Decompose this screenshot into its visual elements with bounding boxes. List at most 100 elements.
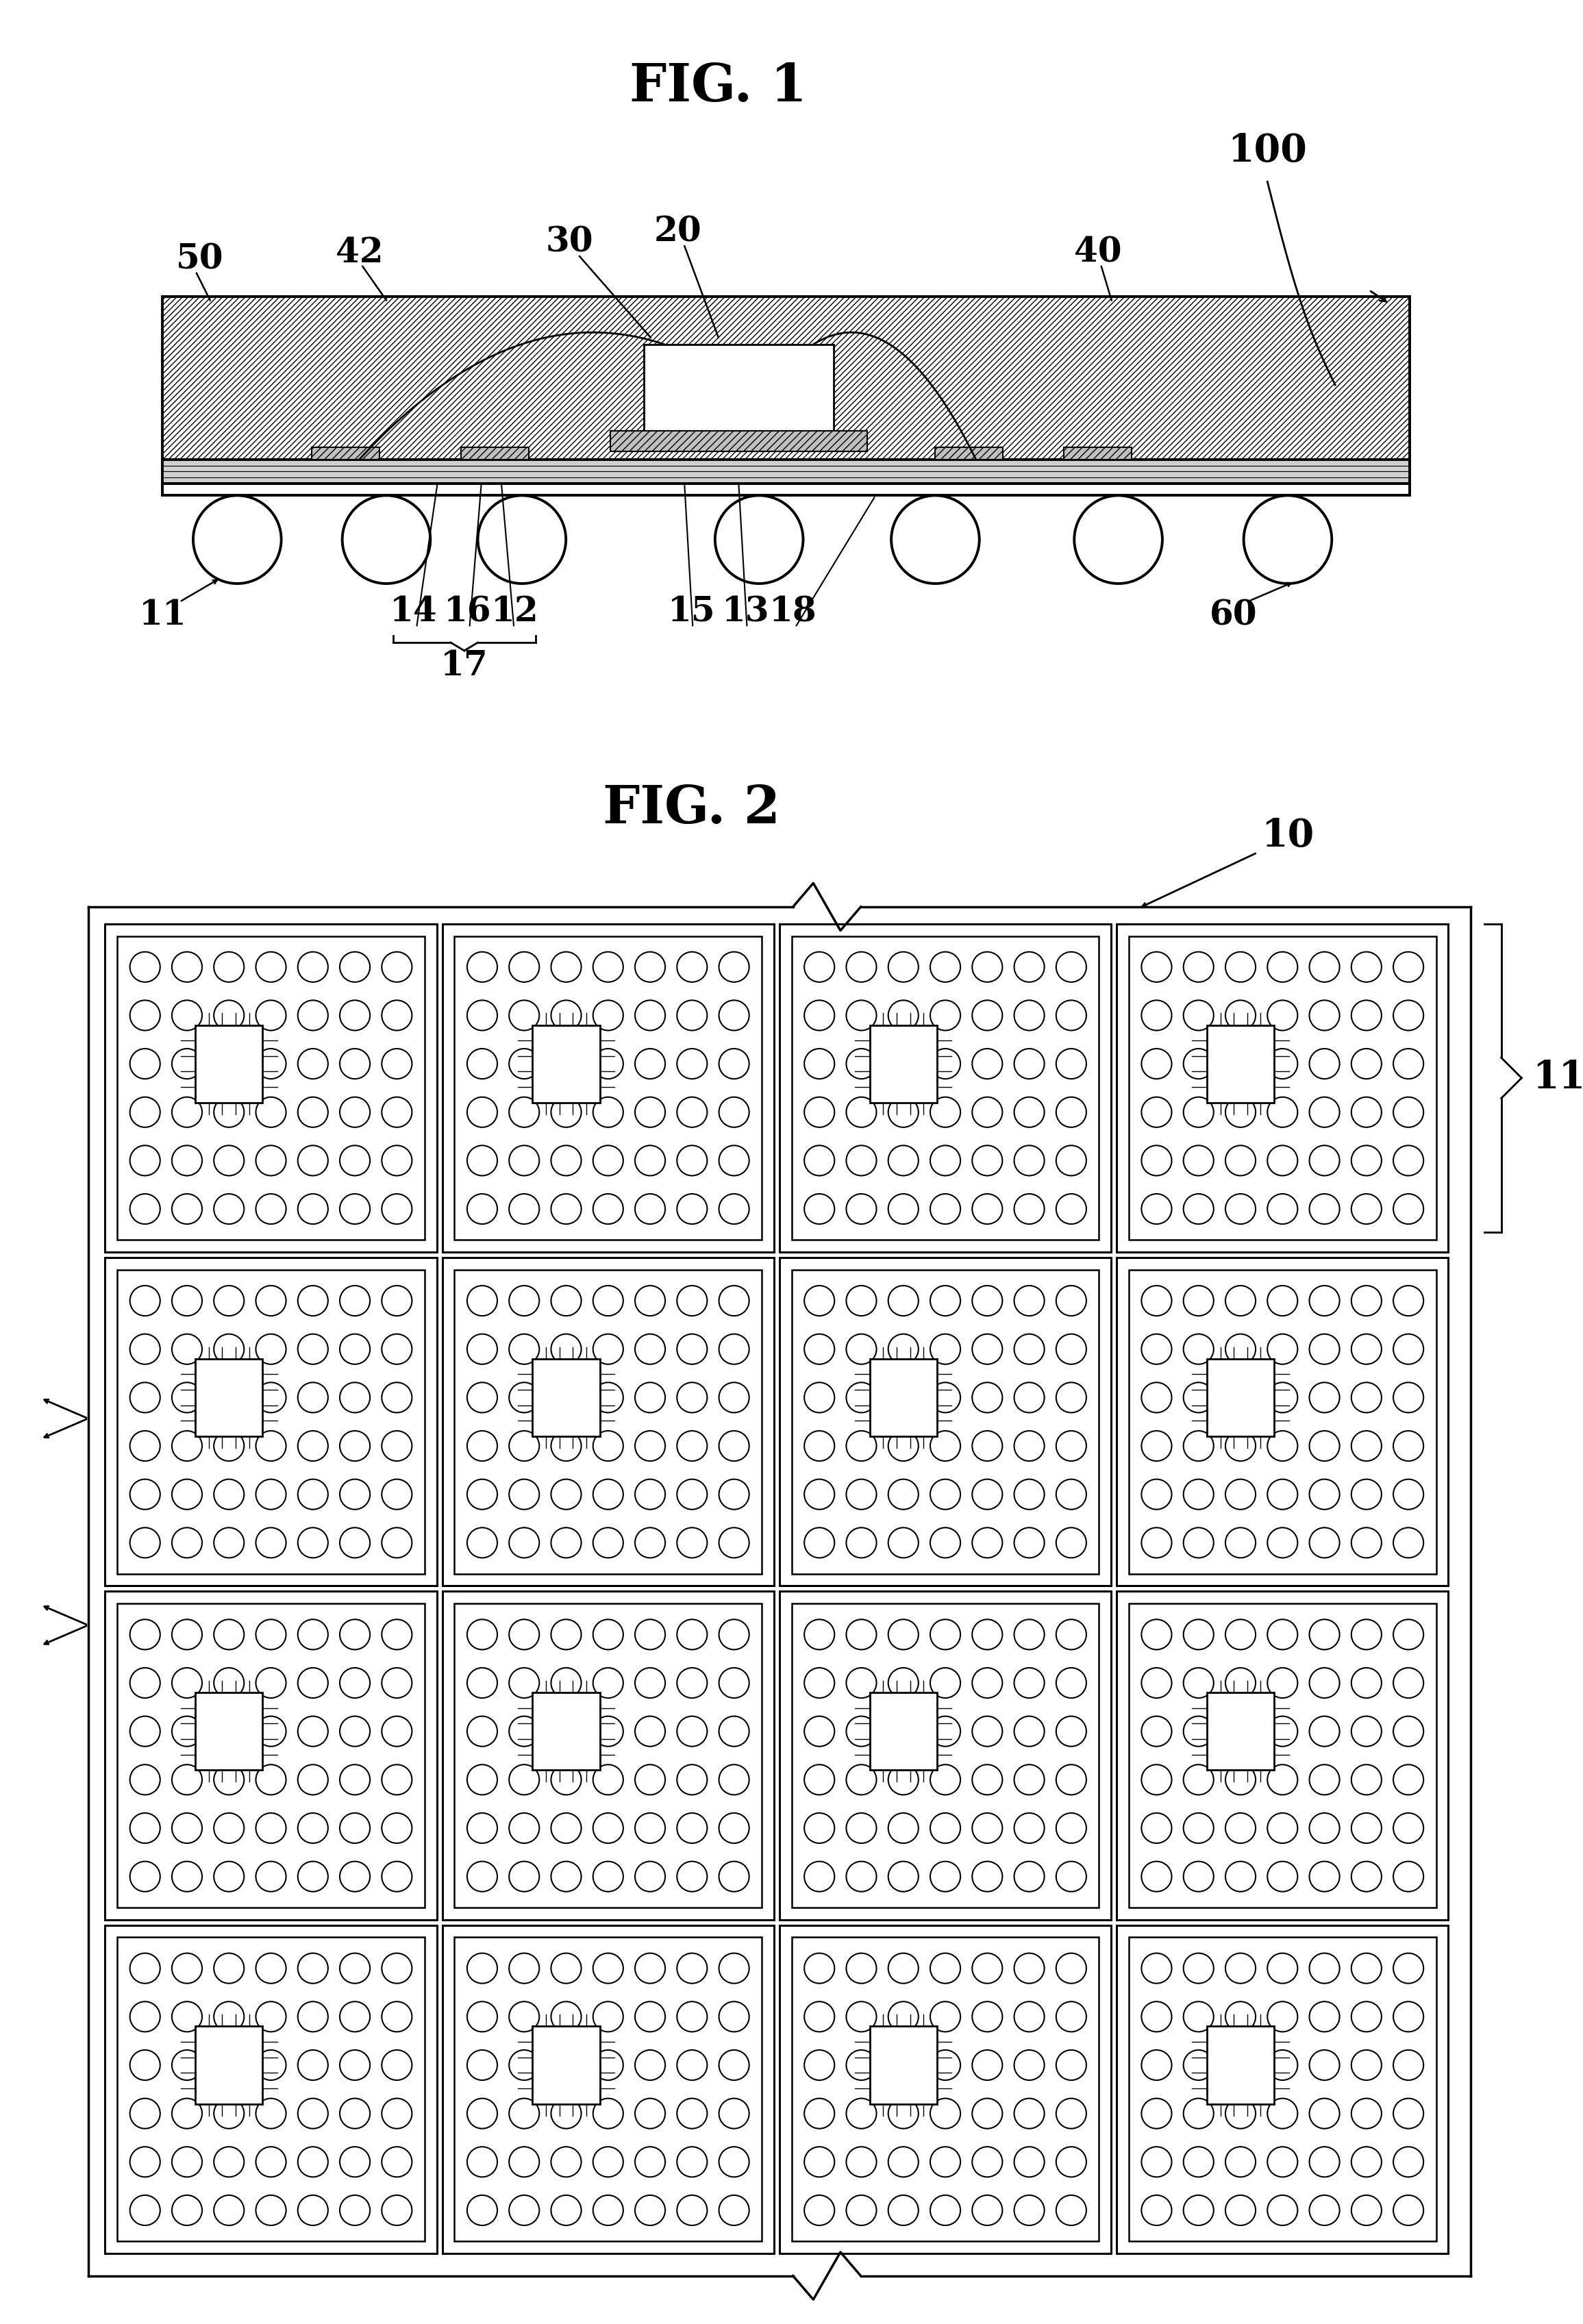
Circle shape — [847, 1195, 877, 1225]
Circle shape — [551, 1952, 581, 1982]
Bar — [454, 937, 761, 1241]
Circle shape — [173, 1048, 203, 1078]
Circle shape — [1225, 1478, 1255, 1511]
Circle shape — [1393, 1048, 1423, 1078]
Circle shape — [804, 2196, 834, 2226]
Circle shape — [888, 1813, 918, 1843]
Circle shape — [635, 1715, 665, 1745]
Circle shape — [1141, 1146, 1171, 1176]
Text: 60: 60 — [1209, 600, 1257, 632]
Circle shape — [1268, 2001, 1298, 2031]
Circle shape — [130, 1146, 160, 1176]
Bar — [609, 430, 867, 451]
Circle shape — [130, 1195, 160, 1225]
Circle shape — [382, 1715, 412, 1745]
Circle shape — [594, 2196, 624, 2226]
Circle shape — [972, 2196, 1002, 2226]
Circle shape — [1393, 1669, 1423, 1699]
Circle shape — [1056, 1715, 1086, 1745]
Circle shape — [173, 1285, 203, 1315]
Bar — [195, 1360, 263, 1436]
Circle shape — [1225, 1813, 1255, 1843]
Bar — [936, 446, 1004, 460]
Circle shape — [298, 1383, 328, 1413]
Circle shape — [594, 1383, 624, 1413]
Circle shape — [931, 1146, 961, 1176]
Circle shape — [888, 2099, 918, 2129]
Circle shape — [594, 2001, 624, 2031]
Circle shape — [551, 1527, 581, 1557]
Circle shape — [1141, 1195, 1171, 1225]
Circle shape — [256, 2001, 287, 2031]
Circle shape — [972, 999, 1002, 1030]
Circle shape — [382, 2196, 412, 2226]
Circle shape — [340, 1813, 370, 1843]
Circle shape — [804, 1048, 834, 1078]
Circle shape — [510, 2147, 540, 2178]
Text: 14: 14 — [389, 595, 437, 630]
Circle shape — [594, 1952, 624, 1982]
Circle shape — [1268, 1813, 1298, 1843]
Circle shape — [1141, 1620, 1171, 1650]
Circle shape — [382, 1432, 412, 1462]
Circle shape — [467, 1813, 497, 1843]
Circle shape — [847, 1285, 877, 1315]
Circle shape — [847, 1620, 877, 1650]
Bar — [869, 1692, 937, 1771]
Circle shape — [467, 1195, 497, 1225]
Bar — [117, 1938, 424, 2240]
Circle shape — [719, 1862, 749, 1892]
Circle shape — [972, 2001, 1002, 2031]
Circle shape — [340, 1715, 370, 1745]
Circle shape — [130, 2196, 160, 2226]
Circle shape — [1056, 1097, 1086, 1127]
Bar — [442, 1257, 774, 1585]
Circle shape — [931, 1527, 961, 1557]
Bar — [104, 1257, 437, 1585]
Circle shape — [1015, 999, 1045, 1030]
Circle shape — [1309, 1620, 1339, 1650]
Circle shape — [931, 1048, 961, 1078]
Circle shape — [1056, 1764, 1086, 1794]
Circle shape — [256, 2147, 287, 2178]
Circle shape — [340, 1146, 370, 1176]
Bar — [779, 923, 1111, 1253]
Circle shape — [1184, 1097, 1214, 1127]
Circle shape — [382, 1764, 412, 1794]
Circle shape — [1268, 1285, 1298, 1315]
Circle shape — [1184, 1813, 1214, 1843]
Circle shape — [467, 2001, 497, 2031]
Circle shape — [298, 1527, 328, 1557]
Circle shape — [340, 1952, 370, 1982]
Circle shape — [972, 2099, 1002, 2129]
Circle shape — [340, 953, 370, 983]
Circle shape — [678, 1478, 708, 1511]
Circle shape — [467, 953, 497, 983]
Bar — [312, 446, 380, 460]
Circle shape — [510, 1764, 540, 1794]
Circle shape — [1352, 1334, 1382, 1364]
Circle shape — [510, 2001, 540, 2031]
Bar — [117, 937, 424, 1241]
Circle shape — [1056, 1146, 1086, 1176]
Circle shape — [382, 1146, 412, 1176]
Circle shape — [1015, 1764, 1045, 1794]
Circle shape — [173, 953, 203, 983]
Circle shape — [1352, 1715, 1382, 1745]
Circle shape — [1352, 1383, 1382, 1413]
Circle shape — [931, 2147, 961, 2178]
Circle shape — [467, 2050, 497, 2080]
Circle shape — [214, 953, 244, 983]
Circle shape — [1268, 1334, 1298, 1364]
Circle shape — [340, 1334, 370, 1364]
Circle shape — [931, 1715, 961, 1745]
Circle shape — [510, 1952, 540, 1982]
Circle shape — [847, 1669, 877, 1699]
Circle shape — [847, 1097, 877, 1127]
Circle shape — [510, 1048, 540, 1078]
Circle shape — [1352, 2099, 1382, 2129]
Circle shape — [1141, 1764, 1171, 1794]
Circle shape — [340, 1862, 370, 1892]
Circle shape — [298, 1813, 328, 1843]
Bar — [454, 1938, 761, 2240]
